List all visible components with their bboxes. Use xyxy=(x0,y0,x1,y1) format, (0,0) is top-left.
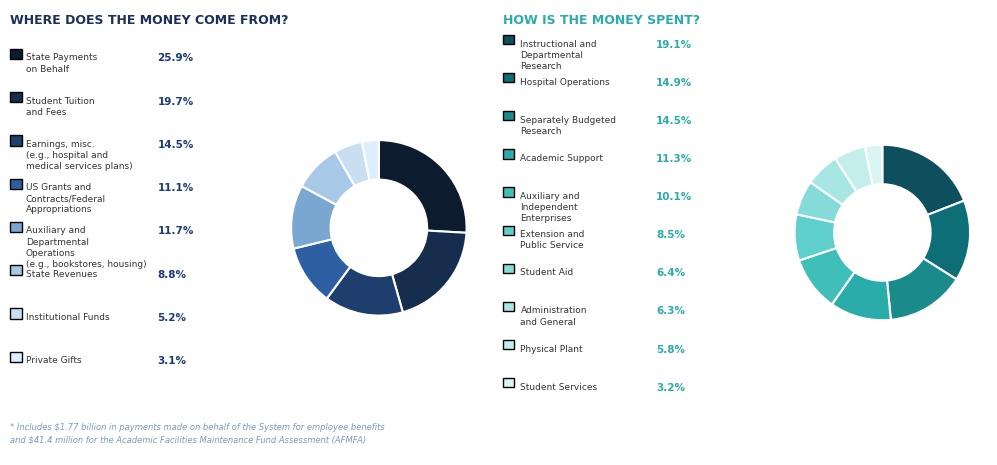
Text: 11.3%: 11.3% xyxy=(656,154,692,164)
Wedge shape xyxy=(327,267,403,316)
Text: 3.1%: 3.1% xyxy=(158,356,186,366)
Text: Instructional and
Departmental
Research: Instructional and Departmental Research xyxy=(520,40,597,71)
Text: 5.2%: 5.2% xyxy=(158,313,186,323)
Text: 3.2%: 3.2% xyxy=(656,383,685,393)
Wedge shape xyxy=(831,272,891,320)
Text: State Revenues: State Revenues xyxy=(26,270,97,279)
Wedge shape xyxy=(335,142,370,186)
Wedge shape xyxy=(882,145,964,215)
Text: 11.1%: 11.1% xyxy=(158,183,193,193)
Text: Extension and
Public Service: Extension and Public Service xyxy=(520,230,585,250)
Text: Institutional Funds: Institutional Funds xyxy=(26,313,110,322)
Text: 11.7%: 11.7% xyxy=(158,226,193,237)
Text: 8.8%: 8.8% xyxy=(158,270,186,280)
Wedge shape xyxy=(795,214,836,260)
Text: Auxiliary and
Independent
Enterprises: Auxiliary and Independent Enterprises xyxy=(520,192,580,223)
Text: WHERE DOES THE MONEY COME FROM?: WHERE DOES THE MONEY COME FROM? xyxy=(10,14,288,27)
Wedge shape xyxy=(291,186,336,249)
Wedge shape xyxy=(379,140,467,233)
Text: 19.7%: 19.7% xyxy=(158,97,193,107)
Text: Private Gifts: Private Gifts xyxy=(26,356,82,365)
Text: 5.8%: 5.8% xyxy=(656,345,685,355)
Text: 8.5%: 8.5% xyxy=(656,230,685,240)
Text: 25.9%: 25.9% xyxy=(158,53,193,64)
Text: 14.5%: 14.5% xyxy=(158,140,193,150)
Text: Auxiliary and
Departmental
Operations
(e.g., bookstores, housing): Auxiliary and Departmental Operations (e… xyxy=(26,226,147,269)
Text: 10.1%: 10.1% xyxy=(656,192,692,202)
Text: 19.1%: 19.1% xyxy=(656,40,692,50)
Wedge shape xyxy=(887,258,956,320)
Wedge shape xyxy=(864,145,882,185)
Wedge shape xyxy=(362,140,379,180)
Wedge shape xyxy=(392,231,467,312)
Text: State Payments
on Behalf: State Payments on Behalf xyxy=(26,53,97,73)
Text: Student Services: Student Services xyxy=(520,383,597,392)
Text: 6.4%: 6.4% xyxy=(656,268,685,279)
Text: Earnings, misc.
(e.g., hospital and
medical services plans): Earnings, misc. (e.g., hospital and medi… xyxy=(26,140,133,171)
Text: US Grants and
Contracts/Federal
Appropriations: US Grants and Contracts/Federal Appropri… xyxy=(26,183,106,214)
Wedge shape xyxy=(811,159,856,205)
Text: Separately Budgeted
Research: Separately Budgeted Research xyxy=(520,116,616,136)
Wedge shape xyxy=(923,200,970,279)
Text: 14.5%: 14.5% xyxy=(656,116,692,126)
Wedge shape xyxy=(797,182,842,222)
Text: 14.9%: 14.9% xyxy=(656,78,692,88)
Text: Administration
and General: Administration and General xyxy=(520,306,587,326)
Text: * Includes $1.77 billion in payments made on behalf of the System for employee b: * Includes $1.77 billion in payments mad… xyxy=(10,423,385,445)
Wedge shape xyxy=(302,152,355,205)
Text: HOW IS THE MONEY SPENT?: HOW IS THE MONEY SPENT? xyxy=(503,14,701,27)
Text: 6.3%: 6.3% xyxy=(656,306,685,317)
Text: Academic Support: Academic Support xyxy=(520,154,603,163)
Wedge shape xyxy=(800,248,854,304)
Wedge shape xyxy=(835,146,872,192)
Wedge shape xyxy=(293,239,350,299)
Text: Physical Plant: Physical Plant xyxy=(520,345,583,353)
Text: Student Aid: Student Aid xyxy=(520,268,573,277)
Text: Hospital Operations: Hospital Operations xyxy=(520,78,610,86)
Text: Student Tuition
and Fees: Student Tuition and Fees xyxy=(26,97,95,117)
